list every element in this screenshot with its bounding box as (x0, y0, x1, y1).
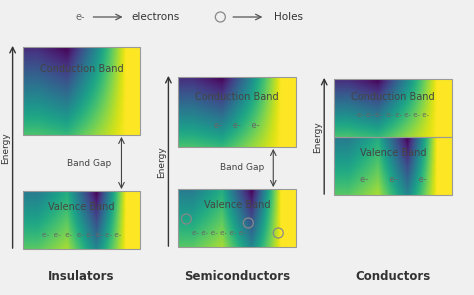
Text: e-  e-  e-  e- e- e- e- e-: e- e- e- e- e- e- e- e- (42, 232, 121, 238)
Text: Band Gap: Band Gap (220, 163, 264, 173)
Text: Holes: Holes (274, 12, 303, 22)
Bar (334, 79, 452, 137)
Text: Valence Band: Valence Band (204, 200, 271, 210)
Text: e-        e-        e-: e- e- e- (360, 175, 427, 183)
Text: Valence Band: Valence Band (48, 202, 115, 212)
Text: Band Gap: Band Gap (67, 158, 112, 168)
Text: e-: e- (76, 12, 85, 22)
Text: e- e- e-  e- e- e- e- e-: e- e- e- e- e- e- e- e- (357, 112, 429, 118)
Bar (178, 189, 296, 247)
Bar (334, 137, 452, 195)
Text: Insulators: Insulators (48, 271, 115, 283)
Text: e- e- e- e- e- e-: e- e- e- e- e- e- (192, 230, 246, 236)
Text: Energy: Energy (1, 132, 10, 164)
Bar (178, 77, 296, 147)
Bar (23, 191, 140, 249)
Text: Conduction Band: Conduction Band (40, 64, 123, 74)
Text: electrons: electrons (131, 12, 180, 22)
Text: Energy: Energy (157, 146, 166, 178)
Text: Conduction Band: Conduction Band (195, 92, 279, 102)
Text: Conduction Band: Conduction Band (351, 92, 435, 102)
Text: Energy: Energy (313, 121, 322, 153)
Text: Conductors: Conductors (356, 271, 431, 283)
Text: e-    e-    e-: e- e- e- (214, 120, 260, 130)
Text: Semiconductors: Semiconductors (184, 271, 291, 283)
Bar (23, 47, 140, 135)
Text: Valence Band: Valence Band (360, 148, 426, 158)
